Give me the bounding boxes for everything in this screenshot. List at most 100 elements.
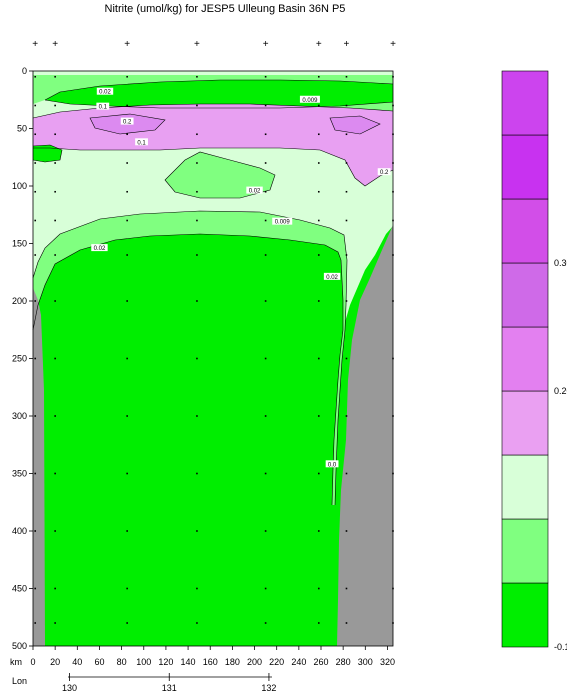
- sample-dot: [54, 190, 56, 193]
- sample-dot: [196, 219, 198, 222]
- lon-tick-label: 130: [62, 683, 77, 693]
- x-tick-label: 240: [291, 657, 306, 667]
- sample-dot: [345, 300, 348, 302]
- sample-dot: [126, 622, 128, 624]
- plot-area: 0.02 0.1 0.2 0.1 0.02 0.02 0.009 0.009 0.02 0.2 0.…: [32, 70, 394, 647]
- y-tick-label: 100: [12, 181, 27, 191]
- contour-labels: 0.02 0.1 0.2 0.1 0.02 0.02 0.009 0.009 0.02 0.2 0.…: [91, 87, 391, 468]
- contour-0.009-deep: [32, 233, 344, 506]
- sample-dot: [54, 300, 56, 302]
- sample-dot: [317, 219, 320, 222]
- sample-dot: [34, 357, 37, 360]
- sample-dot: [126, 415, 128, 417]
- station-marker: +: [52, 39, 58, 50]
- sample-dot: [317, 415, 320, 417]
- sample-dot: [345, 472, 348, 475]
- sample-dot: [196, 162, 198, 164]
- sample-dot: [317, 104, 320, 107]
- sample-dot: [345, 530, 348, 532]
- sample-dot: [264, 133, 267, 136]
- sample-dot: [34, 254, 37, 256]
- sample-dot: [54, 133, 56, 136]
- sample-dot: [34, 472, 37, 475]
- x-tick-label: 260: [313, 657, 328, 667]
- y-tick-label: 0: [22, 66, 27, 76]
- x-tick-label: 160: [203, 657, 218, 667]
- sample-dot: [54, 162, 56, 164]
- sample-dot: [264, 75, 267, 78]
- sample-dot: [345, 587, 348, 590]
- contour-label: 0.02: [326, 275, 338, 281]
- sample-dot: [345, 75, 348, 78]
- contour-label-bg: [91, 244, 108, 252]
- contour-label-bg: [120, 117, 134, 125]
- contour-0.009-lower: [44, 99, 394, 109]
- sample-dot: [54, 219, 56, 222]
- sample-dot: [126, 300, 128, 302]
- sample-dot: [317, 472, 320, 475]
- light-green-band: [33, 211, 347, 505]
- sample-dot: [317, 622, 320, 624]
- mid-green-lobe: [165, 152, 275, 198]
- sample-dot: [126, 133, 128, 136]
- contour-label: 0.1: [137, 140, 146, 146]
- colorbar-segment: [501, 390, 549, 456]
- colorbar-segment: [501, 262, 549, 328]
- contour-label: 0.02: [99, 90, 111, 96]
- land-left: [33, 288, 45, 646]
- contour-label-bg: [377, 168, 391, 176]
- sample-dot: [34, 219, 37, 222]
- sample-dot: [126, 190, 128, 193]
- x-tick-label: 180: [225, 657, 240, 667]
- lon-tick-label: 131: [162, 683, 177, 693]
- x-tick-label: 320: [380, 657, 395, 667]
- pink-core-right: [330, 116, 380, 134]
- sample-dot: [317, 357, 320, 360]
- sample-dot: [196, 254, 198, 256]
- y-tick-label: 150: [12, 239, 27, 249]
- contour-label: 0.1: [99, 105, 108, 111]
- sample-dot: [196, 530, 198, 532]
- sample-dot: [34, 75, 37, 78]
- sample-dot: [34, 133, 37, 136]
- sample-dot: [264, 472, 267, 475]
- contour-0.1-upper: [32, 103, 394, 119]
- sample-dot: [264, 530, 267, 532]
- sample-dot: [317, 162, 320, 164]
- colorbar: -0.100 0.200 0.300: [501, 70, 567, 652]
- sample-dot: [54, 254, 56, 256]
- station-marker: +: [194, 39, 200, 50]
- station-markers: + + + + + + + +: [32, 39, 396, 50]
- sample-dot: [34, 300, 37, 302]
- colorbar-segment: [501, 198, 549, 264]
- contour-label-bg: [299, 95, 320, 103]
- sample-dot: [196, 300, 198, 302]
- sample-dot: [345, 133, 348, 136]
- sample-dot: [317, 530, 320, 532]
- x-tick-label: 220: [269, 657, 284, 667]
- sample-dot: [345, 622, 348, 624]
- contour-0.02-deep: [32, 210, 348, 506]
- sample-dot: [264, 162, 267, 164]
- sample-dot: [264, 219, 267, 222]
- sample-dot: [196, 104, 198, 107]
- sample-dot: [345, 415, 348, 417]
- land-right: [337, 225, 393, 646]
- sample-dot: [126, 530, 128, 532]
- y-tick-label: 250: [12, 354, 27, 364]
- sample-dot: [317, 587, 320, 590]
- y-tick-label: 300: [12, 411, 27, 421]
- sample-dot: [54, 472, 56, 475]
- sample-dot: [34, 190, 37, 193]
- sample-dot: [196, 357, 198, 360]
- sample-dot: [196, 622, 198, 624]
- x-tick-label: 280: [336, 657, 351, 667]
- sample-dot: [345, 104, 348, 107]
- lon-axis-label: Lon: [12, 676, 27, 686]
- sample-dot: [264, 357, 267, 360]
- sample-dot: [54, 415, 56, 417]
- x-tick-label: 20: [50, 657, 60, 667]
- sample-dot: [264, 104, 267, 107]
- sample-dot: [196, 133, 198, 136]
